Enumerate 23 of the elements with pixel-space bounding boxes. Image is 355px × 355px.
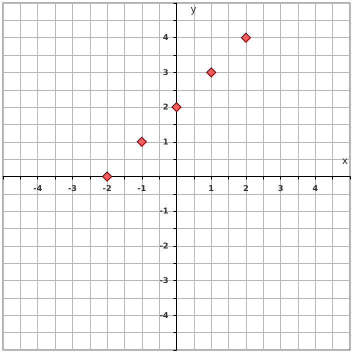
y-tick-label: -1 [160, 206, 169, 216]
y-tick-label: 4 [162, 33, 169, 42]
y-tick-label: -3 [160, 276, 168, 286]
x-tick-label: -3 [68, 184, 77, 193]
x-tick-label: 1 [208, 184, 214, 193]
point [206, 67, 216, 78]
y-axis-title: y [190, 4, 196, 16]
y-tick-label: -4 [160, 310, 169, 320]
x-tick-label: -2 [102, 184, 112, 193]
y-tick-label: 3 [162, 68, 168, 77]
x-tick-label: 3 [278, 184, 284, 193]
y-tick-label: 1 [162, 137, 169, 146]
x-tick-label: 4 [312, 184, 319, 193]
point [102, 172, 112, 182]
x-axis-title: x [342, 156, 348, 167]
x-tick-label: 2 [243, 184, 249, 193]
point [136, 136, 147, 147]
y-tick-label: -2 [160, 241, 168, 250]
point [172, 102, 182, 112]
point [240, 32, 251, 43]
x-tick-label: -1 [137, 184, 147, 193]
y-tick-label: 2 [162, 102, 168, 112]
x-tick-label: -4 [33, 184, 43, 193]
